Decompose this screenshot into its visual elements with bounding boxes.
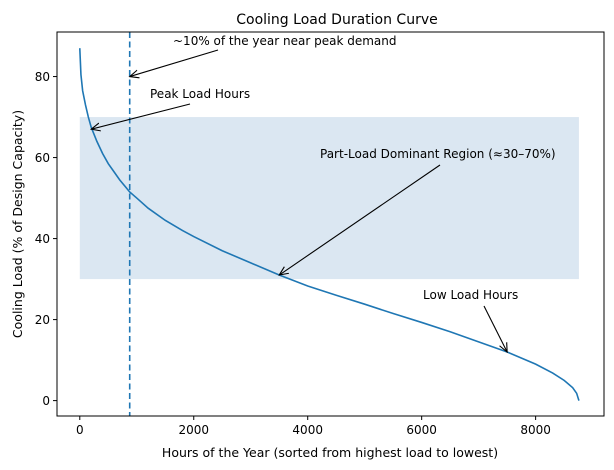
annotation-text: Part-Load Dominant Region (≈30–70%) bbox=[320, 147, 556, 161]
annotation-part-load: Part-Load Dominant Region (≈30–70%) bbox=[279, 147, 556, 275]
annotation-low-load: Low Load Hours bbox=[423, 288, 518, 352]
y-tick-label: 80 bbox=[35, 70, 50, 84]
y-tick-label: 0 bbox=[42, 394, 50, 408]
annotation-arrow bbox=[91, 103, 191, 129]
y-axis: 0 20 40 60 80 bbox=[35, 70, 57, 408]
annotation-peak-load: Peak Load Hours bbox=[91, 87, 250, 129]
annotation-text: Peak Load Hours bbox=[150, 87, 250, 101]
axes-frame bbox=[56, 31, 605, 417]
x-axis-label: Hours of the Year (sorted from highest l… bbox=[162, 445, 498, 460]
x-tick-label: 0 bbox=[76, 423, 84, 437]
x-tick-label: 2000 bbox=[178, 423, 209, 437]
annotation-text: Low Load Hours bbox=[423, 288, 518, 302]
load-duration-line bbox=[78, 48, 580, 401]
plot-area: ~10% of the year near peak demand Peak Lo… bbox=[78, 32, 580, 416]
chart-title: Cooling Load Duration Curve bbox=[236, 12, 438, 28]
y-tick-label: 20 bbox=[35, 313, 50, 327]
y-tick-label: 40 bbox=[35, 232, 50, 246]
y-tick-label: 60 bbox=[35, 151, 50, 165]
x-tick-label: 6000 bbox=[406, 423, 437, 437]
annotation-text: ~10% of the year near peak demand bbox=[173, 34, 397, 48]
annotation-arrow bbox=[279, 164, 441, 275]
annotation-arrow bbox=[483, 305, 507, 352]
x-tick-label: 4000 bbox=[292, 423, 323, 437]
annotations: ~10% of the year near peak demand Peak Lo… bbox=[91, 34, 556, 352]
x-tick-label: 8000 bbox=[520, 423, 551, 437]
y-axis-label: Cooling Load (% of Design Capacity) bbox=[10, 110, 25, 338]
annotation-arrow bbox=[130, 49, 219, 77]
x-axis: 0 2000 4000 6000 8000 bbox=[76, 416, 551, 437]
annotation-ten-percent: ~10% of the year near peak demand bbox=[130, 34, 397, 77]
part-load-band bbox=[79, 117, 579, 280]
